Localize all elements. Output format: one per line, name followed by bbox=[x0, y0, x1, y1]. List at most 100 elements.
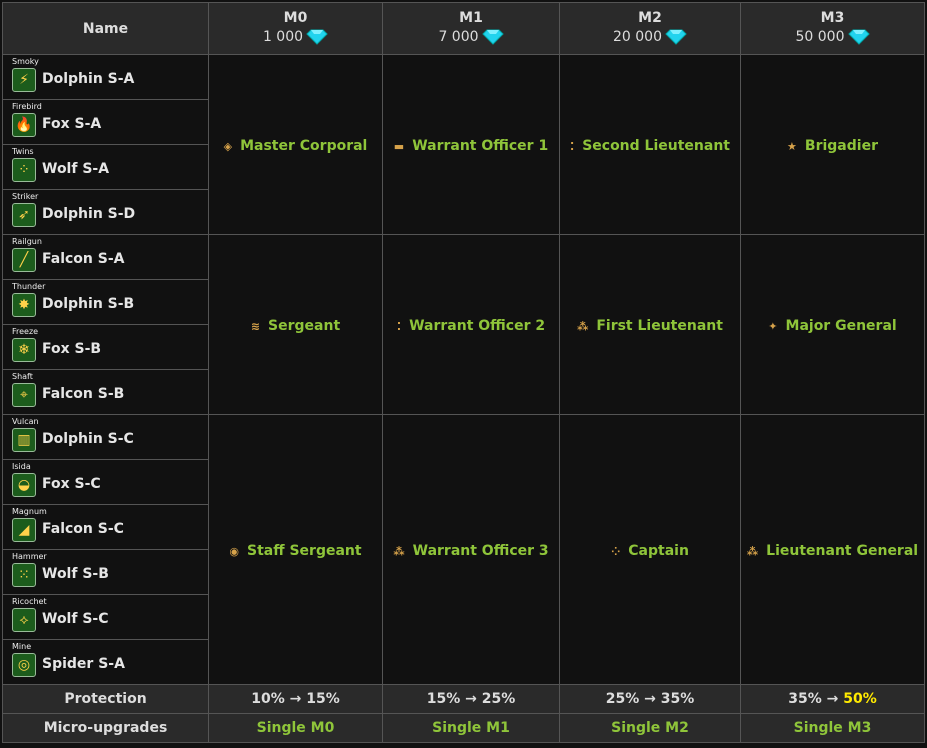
crystal-icon bbox=[847, 29, 870, 45]
name-cell: Firebird 🔥 Fox S-A bbox=[2, 99, 209, 145]
protection-m1: 15% → 25% bbox=[382, 684, 560, 714]
rank: ★ Brigadier bbox=[787, 138, 878, 154]
weapon-row: Railgun ╱ Falcon S-A ≋ Sergeant ⁚ Warrant Offi… bbox=[2, 234, 925, 415]
weapon-icon: ⚡ bbox=[12, 68, 36, 92]
weapon-type: Ricochet bbox=[12, 597, 47, 606]
weapon-row: Mine ◎ Spider S-A bbox=[2, 639, 925, 685]
name-cell: Striker ➶ Dolphin S-D bbox=[2, 189, 209, 235]
column-header-m3: M3 50 000 bbox=[740, 2, 925, 55]
header-row: Name M0 1 000 M1 7 000 M2 20 000 M3 50 0… bbox=[2, 2, 925, 55]
rank-name: Lieutenant General bbox=[766, 543, 919, 560]
crystal-icon bbox=[481, 29, 504, 45]
weapon-row: Hammer ⁙ Wolf S-B bbox=[2, 549, 925, 595]
weapon-type: Shaft bbox=[12, 372, 33, 381]
microupgrades-row: Micro-upgrades Single M0 Single M1 Singl… bbox=[2, 713, 925, 743]
weapon-icon: ⟡ bbox=[12, 608, 36, 632]
rank-cell: ⁂ Lieutenant General bbox=[740, 414, 925, 685]
rank: ◉ Staff Sergeant bbox=[229, 543, 361, 559]
price: 50 000 bbox=[796, 27, 870, 47]
protection-row: Protection 10% → 15% 15% → 25% 25% → 35%… bbox=[2, 684, 925, 714]
weapon-type: Vulcan bbox=[12, 417, 39, 426]
microupgrades-m1: Single M1 bbox=[382, 713, 560, 743]
name-cell: Ricochet ⟡ Wolf S-C bbox=[2, 594, 209, 640]
bar-badge-icon: ▬ bbox=[393, 139, 405, 153]
price: 7 000 bbox=[438, 27, 504, 47]
rank: ⁚ Second Lieutenant bbox=[570, 138, 730, 154]
price: 1 000 bbox=[263, 27, 328, 47]
weapon-type: Thunder bbox=[12, 282, 46, 291]
rank-name: Warrant Officer 2 bbox=[409, 318, 546, 335]
rank-cell: ⁚ Warrant Officer 2 bbox=[382, 234, 560, 415]
weapon-type: Hammer bbox=[12, 552, 47, 561]
equipment-name: Fox S-B bbox=[42, 341, 102, 357]
microupgrades-m0: Single M0 bbox=[208, 713, 383, 743]
name-cell: Vulcan ▥ Dolphin S-C bbox=[2, 414, 209, 460]
rank-name: First Lieutenant bbox=[596, 318, 723, 335]
rank: ◈ Master Corporal bbox=[224, 138, 368, 154]
rank: ⁚ Warrant Officer 2 bbox=[397, 318, 545, 334]
weapon-icon: ➶ bbox=[12, 203, 36, 227]
crystal-icon bbox=[306, 29, 328, 45]
equipment-name: Dolphin S-A bbox=[42, 71, 135, 87]
microupgrades-label: Micro-upgrades bbox=[2, 713, 209, 743]
rank-cell: ▬ Warrant Officer 1 bbox=[382, 54, 560, 235]
three-pip-icon: ⁂ bbox=[577, 319, 589, 333]
rank-name: Brigadier bbox=[804, 138, 878, 155]
microupgrades-m2: Single M2 bbox=[559, 713, 741, 743]
triangle-pip-icon: ⁂ bbox=[746, 544, 759, 558]
rank-name: Master Corporal bbox=[240, 138, 368, 155]
name-header: Name bbox=[2, 2, 209, 55]
mk-label: M2 bbox=[638, 10, 662, 26]
protection-label: Protection bbox=[2, 684, 209, 714]
double-bar-icon: ⁚ bbox=[396, 319, 402, 333]
mk-label: M0 bbox=[283, 10, 308, 26]
equipment-name: Dolphin S-D bbox=[42, 206, 136, 222]
name-cell: Shaft ⌖ Falcon S-B bbox=[2, 369, 209, 415]
triangle-pip-icon: ⁂ bbox=[393, 544, 405, 558]
rank: ≋ Sergeant bbox=[251, 318, 340, 334]
weapon-row: Freeze ❄ Fox S-B bbox=[2, 324, 925, 370]
chevron-badge-icon: ◈ bbox=[223, 139, 233, 153]
weapon-type: Magnum bbox=[12, 507, 47, 516]
equipment-name: Fox S-A bbox=[42, 116, 102, 132]
weapon-type: Isida bbox=[12, 462, 31, 471]
weapon-type: Smoky bbox=[12, 57, 39, 66]
rank: ⁘ Captain bbox=[611, 543, 689, 559]
star-icon: ★ bbox=[787, 139, 797, 153]
rank-cell: ◈ Master Corporal bbox=[208, 54, 383, 235]
column-header-m0: M0 1 000 bbox=[208, 2, 383, 55]
weapon-row: Striker ➶ Dolphin S-D bbox=[2, 189, 925, 235]
name-cell: Twins ⁘ Wolf S-A bbox=[2, 144, 209, 190]
weapon-type: Twins bbox=[12, 147, 34, 156]
name-cell: Smoky ⚡ Dolphin S-A bbox=[2, 54, 209, 100]
protection-max: 50% bbox=[843, 691, 877, 707]
equipment-name: Falcon S-B bbox=[42, 386, 125, 402]
weapon-row: Firebird 🔥 Fox S-A bbox=[2, 99, 925, 145]
weapon-icon: ▥ bbox=[12, 428, 36, 452]
crystal-icon bbox=[665, 29, 687, 45]
weapon-type: Railgun bbox=[12, 237, 42, 246]
rank-cell: ⁂ Warrant Officer 3 bbox=[382, 414, 560, 685]
name-cell: Freeze ❄ Fox S-B bbox=[2, 324, 209, 370]
weapon-row: Isida ◒ Fox S-C bbox=[2, 459, 925, 505]
mk-label: M1 bbox=[459, 10, 483, 26]
weapon-icon: ╱ bbox=[12, 248, 36, 272]
microupgrades-m3: Single M3 bbox=[740, 713, 925, 743]
protection-m2: 25% → 35% bbox=[559, 684, 741, 714]
rank-cell: ★ Brigadier bbox=[740, 54, 925, 235]
equipment-name: Falcon S-A bbox=[42, 251, 125, 267]
rank-name: Warrant Officer 1 bbox=[412, 138, 549, 155]
column-header-m1: M1 7 000 bbox=[382, 2, 560, 55]
weapon-icon: ⌖ bbox=[12, 383, 36, 407]
rank-name: Major General bbox=[785, 318, 897, 335]
equipment-name: Falcon S-C bbox=[42, 521, 124, 537]
equipment-name: Wolf S-C bbox=[42, 611, 109, 627]
weapon-row: Shaft ⌖ Falcon S-B bbox=[2, 369, 925, 415]
name-cell: Railgun ╱ Falcon S-A bbox=[2, 234, 209, 280]
rank: ⁂ First Lieutenant bbox=[577, 318, 723, 334]
rank: ▬ Warrant Officer 1 bbox=[394, 138, 548, 154]
weapon-icon: ◎ bbox=[12, 653, 36, 677]
protection-m3: 35% → 50% bbox=[740, 684, 925, 714]
rank-name: Staff Sergeant bbox=[247, 543, 362, 560]
double-chevron-icon: ≋ bbox=[250, 319, 261, 333]
